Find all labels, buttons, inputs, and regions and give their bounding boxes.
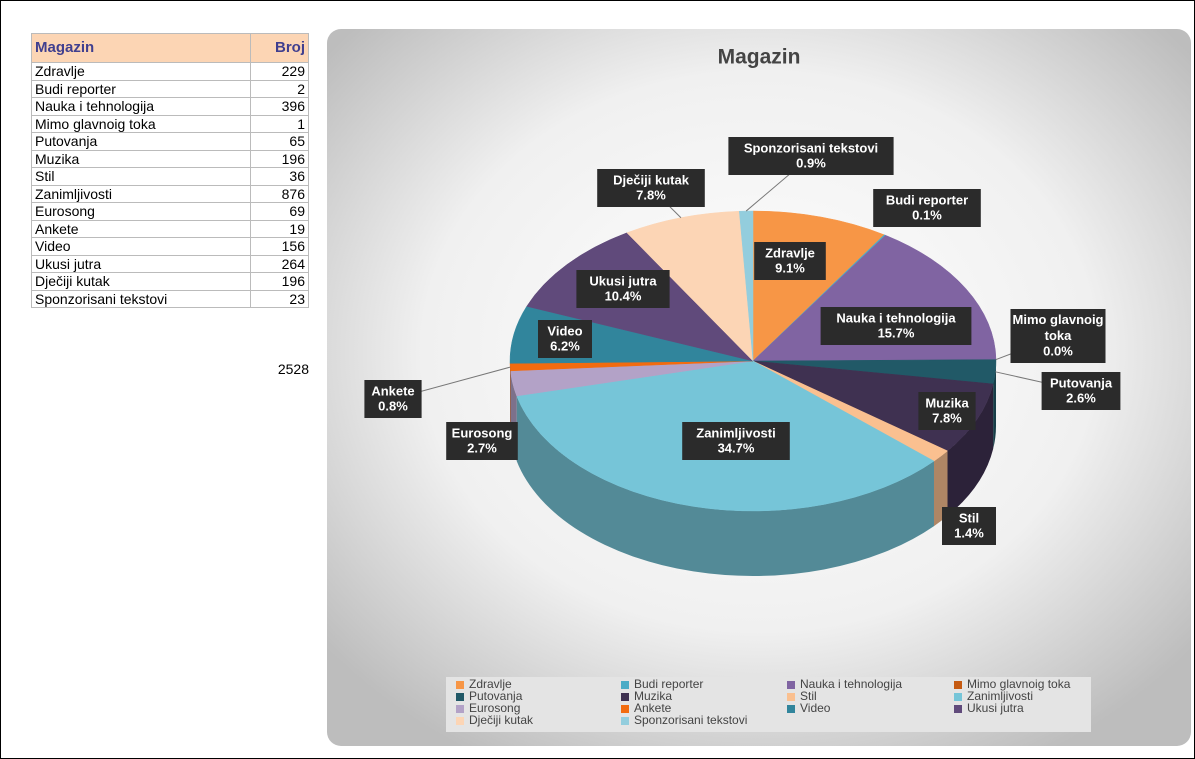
table-cell: Nauka i tehnologija: [31, 97, 251, 116]
slice-label-name: Nauka i tehnologija: [836, 310, 956, 325]
label-box: [597, 169, 705, 207]
chart-title: Magazin: [718, 46, 801, 69]
slice-label-name: Zanimljivosti: [696, 425, 775, 440]
slice-label-value: 34.7%: [718, 440, 755, 455]
table-row: Stil 36: [31, 167, 310, 186]
slice-label-name: Zdravlje: [765, 245, 815, 260]
legend-swatch: [787, 693, 795, 701]
slice-label-name: Eurosong: [452, 425, 513, 440]
legend-label: Nauka i tehnologija: [800, 677, 902, 691]
slice-label-value: 2.7%: [467, 440, 497, 455]
legend-swatch: [621, 705, 629, 713]
slice-label-value: 9.1%: [775, 260, 805, 275]
legend-label: Zdravlje: [469, 677, 512, 691]
slice-label-value: 1.4%: [954, 525, 984, 540]
header-row: Magazin Broj: [31, 33, 310, 63]
label-box: [446, 422, 518, 460]
legend-swatch: [954, 693, 962, 701]
legend-label: Sponzorisani tekstovi: [634, 713, 747, 727]
slice-label-name: Ankete: [371, 383, 414, 398]
table-row: Sponzorisani tekstovi 23: [31, 289, 310, 308]
slice-label-name: Video: [547, 323, 582, 338]
label-box: [682, 422, 790, 460]
label-box: [1041, 372, 1121, 410]
label-box: [873, 189, 981, 227]
slice-side: [516, 395, 934, 576]
slice-label-value: 0.1%: [912, 207, 942, 222]
slice-label-name: Mimo glavnoig toka: [1013, 312, 1104, 343]
table-cell: 156: [249, 237, 310, 256]
slice: [739, 210, 754, 362]
slice-side: [947, 383, 994, 516]
slice-label-name: Putovanja: [1050, 375, 1113, 390]
table-cell: 196: [249, 272, 310, 291]
legend-swatch: [456, 717, 464, 725]
table-cell: 396: [249, 97, 310, 116]
legend-swatch: [621, 693, 629, 701]
legend-label: Stil: [800, 689, 817, 703]
legend-swatch: [621, 717, 629, 725]
label-box: [820, 307, 972, 345]
slice-label-value: 10.4%: [605, 288, 642, 303]
slice-label-value: 6.2%: [550, 338, 580, 353]
legend-label: Muzika: [634, 689, 672, 703]
legend-label: Eurosong: [469, 701, 520, 715]
header-cell: Magazin: [31, 33, 251, 63]
legend-swatch: [456, 693, 464, 701]
legend-label: Putovanja: [469, 689, 523, 703]
data-table: Magazin Broj Zdravlje 229 Budi reporter 2 Na…: [31, 33, 310, 308]
table-cell: 69: [249, 202, 310, 221]
slice-label-name: Stil: [959, 510, 979, 525]
slice-label-value: 7.8%: [932, 410, 962, 425]
slice-label-name: Dječiji kutak: [613, 172, 690, 187]
legend-swatch: [456, 681, 464, 689]
slice-label-name: Muzika: [925, 395, 969, 410]
legend-swatch: [954, 705, 962, 713]
label-box: [1010, 309, 1106, 363]
table-row: Nauka i tehnologija 396: [31, 97, 310, 116]
label-box: [942, 507, 996, 545]
slice-label-value: 15.7%: [878, 325, 915, 340]
label-box: [918, 392, 976, 430]
table-row: Putovanja 65: [31, 132, 310, 151]
legend-swatch: [954, 681, 962, 689]
legend-label: Ukusi jutra: [967, 701, 1024, 715]
slice-label-name: Ukusi jutra: [589, 273, 657, 288]
legend-swatch: [787, 705, 795, 713]
legend-label: Dječiji kutak: [469, 713, 534, 727]
slice-label-value: 2.6%: [1066, 390, 1096, 405]
label-box: [538, 320, 592, 358]
label-box: [754, 242, 826, 280]
header-cell: Broj: [249, 33, 310, 63]
slice-label-value: 0.9%: [796, 155, 826, 170]
slice-side: [993, 361, 996, 449]
total: 2528: [277, 361, 309, 377]
label-box: [364, 380, 422, 418]
label-box: [728, 137, 894, 175]
table-cell: 23: [249, 289, 310, 308]
legend-box: [446, 677, 1091, 732]
legend-label: Zanimljivosti: [967, 689, 1033, 703]
legend-swatch: [456, 705, 464, 713]
legend-swatch: [787, 681, 795, 689]
slice-label-name: Budi reporter: [886, 192, 968, 207]
legend-label: Mimo glavnoig toka: [967, 677, 1071, 691]
slice-label-value: 7.8%: [636, 187, 666, 202]
slice-top: [739, 210, 754, 362]
table-cell: Putovanja: [31, 132, 251, 151]
slice: [752, 359, 997, 449]
table-row: Ankete 19: [31, 219, 310, 238]
slice-label-value: 0.8%: [378, 398, 408, 413]
legend-label: Ankete: [634, 701, 672, 715]
legend-label: Budi reporter: [634, 677, 703, 691]
label-box: [576, 270, 670, 308]
legend-label: Video: [800, 701, 831, 715]
slice-label-name: Sponzorisani tekstovi: [744, 140, 878, 155]
slice-label-value: 0.0%: [1043, 343, 1073, 358]
legend-swatch: [621, 681, 629, 689]
table-cell: 2: [249, 79, 310, 98]
table-row: Ukusi jutra 264: [31, 254, 310, 273]
